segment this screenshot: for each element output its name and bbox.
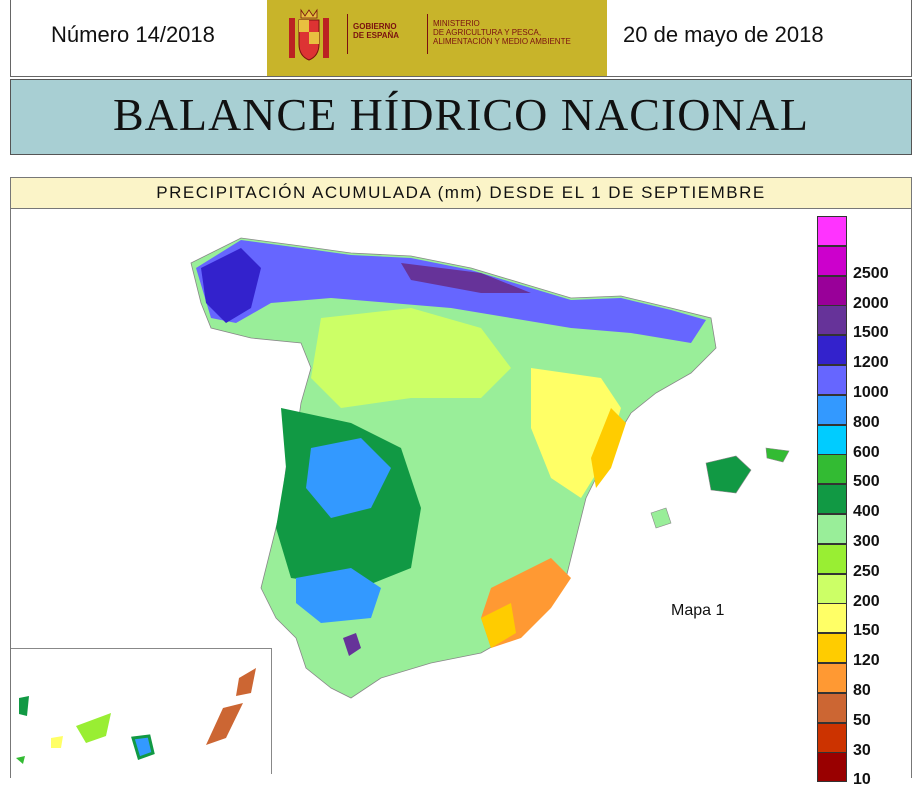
north-wet-zone [196,240,706,343]
legend-swatch [817,484,847,515]
legend-label: 2500 [853,264,889,282]
map-subtitle: PRECIPITACIÓN ACUMULADA (mm) DESDE EL 1 … [156,183,766,202]
legend-swatch [817,543,847,574]
legend-swatch [817,573,847,604]
legend-swatch [817,633,847,664]
lanzarote [236,668,256,696]
legend-swatch [817,335,847,366]
map-panel: Mapa 1 2500 2000 1500 1200 1000 800 600 500 400 3… [10,208,912,788]
cantabria-deep-zone [401,263,531,293]
galicia-deep-zone [201,248,261,323]
menorca [765,447,790,463]
coat-of-arms-icon [289,8,329,61]
legend-swatch [817,305,847,336]
central-plateau [311,308,511,408]
legend-swatch [817,752,847,783]
legend-label: 80 [853,682,871,699]
canary-islands-inset [11,648,272,774]
issue-number: Número 14/2018 [51,22,215,47]
la-gomera [51,736,63,748]
legend-swatch [817,275,847,306]
legend-label: 10 [853,771,871,789]
valencia-dry-strip [591,408,626,488]
legend-label: 150 [853,622,880,640]
legend-label: 2000 [853,294,889,312]
gran-canaria [131,734,155,760]
legend-swatch [817,245,847,276]
legend-swatch [817,394,847,425]
murcia-dry-zone [481,603,516,648]
legend-swatch [817,365,847,395]
title-banner: BALANCE HÍDRICO NACIONAL [10,79,912,155]
legend-label: 600 [853,443,880,461]
grazalema-max [343,633,361,656]
legend-swatch [817,603,847,634]
legend-label: 250 [853,562,880,580]
el-hierro [16,756,25,764]
la-palma [19,696,29,716]
west-blue-patch [306,438,391,518]
map-number-label: Mapa 1 [671,602,725,619]
legend-swatch [817,454,847,485]
legend-label: 1200 [853,354,889,372]
header-frame: Número 14/2018 GOBIERNO DE ESPAÑA MINIST… [10,0,912,77]
legend-label: 30 [853,741,871,759]
logo-ministry-text: MINISTERIO DE AGRICULTURA Y PESCA, ALIME… [433,19,571,46]
logo-divider [347,14,348,54]
legend-label: 400 [853,503,880,521]
legend-label: 1000 [853,384,889,401]
legend-label: 300 [853,533,880,550]
page-title: BALANCE HÍDRICO NACIONAL [112,89,810,140]
legend-label: 800 [853,413,880,431]
legend-label: 200 [853,592,880,610]
legend-swatch [817,692,847,723]
legend-swatch [817,216,847,246]
subtitle-banner: PRECIPITACIÓN ACUMULADA (mm) DESDE EL 1 … [10,177,912,209]
logo-gov-text: GOBIERNO DE ESPAÑA [353,22,400,40]
precipitation-map [16,237,790,764]
mallorca [705,455,752,494]
tenerife [76,713,111,743]
logo-divider [427,14,428,54]
legend-label: 1500 [853,324,889,342]
legend-swatch [817,514,847,544]
fuerteventura [206,703,243,745]
legend-swatch [817,424,847,455]
ibiza [650,507,672,529]
legend-swatch [817,722,847,753]
publication-date: 20 de mayo de 2018 [623,22,824,47]
legend-label: 50 [853,711,871,729]
legend-label: 120 [853,652,880,670]
legend-label: 500 [853,473,880,491]
andalusia-blue-patch [296,568,381,623]
legend-swatch [817,663,847,693]
government-logo: GOBIERNO DE ESPAÑA MINISTERIO DE AGRICUL… [267,0,607,76]
